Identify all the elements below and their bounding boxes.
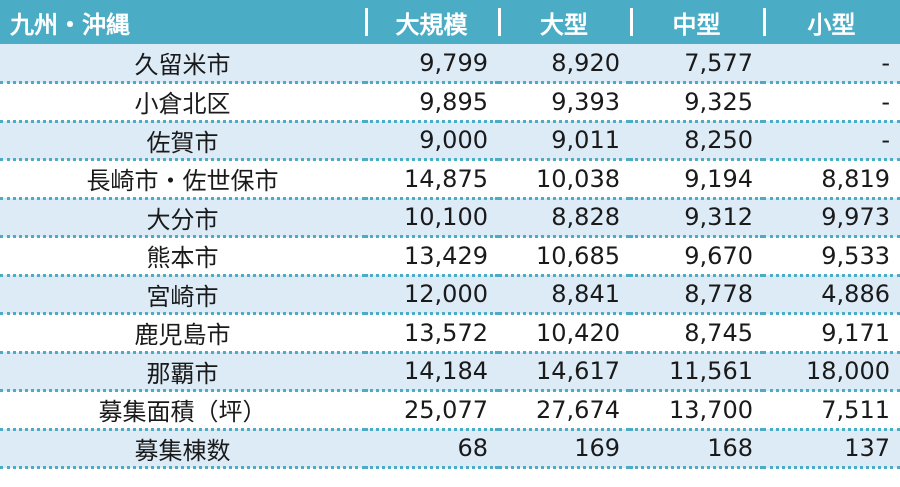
table-cell: 14,875 [365,159,498,200]
table-cell: 8,841 [498,275,630,315]
table-row: 佐賀市 9,000 9,011 8,250- [0,121,900,161]
table-cell: 13,572 [365,313,498,354]
row-label: 長崎市・佐世保市 [0,159,365,200]
table-cell: 8,828 [498,198,630,238]
table-row: 大分市 10,100 8,828 9,312 9,973 [0,198,900,238]
table-cell: 8,778 [630,275,763,315]
table-cell: 9,011 [498,121,630,161]
table-cell: 9,393 [498,82,630,123]
row-label: 鹿児島市 [0,313,365,354]
table-cell: 13,700 [630,390,763,431]
table-cell: 7,511 [763,390,900,431]
table-cell: - [763,121,900,161]
table-cell: 12,000 [365,275,498,315]
rent-table: 九州・沖縄 大規模 大型 中型 小型 久留米市 9,799 8,920 7,577- 小… [0,0,900,469]
table-cell: 68 [365,429,498,469]
table-row: 募集棟数 68 169 168 137 [0,429,900,469]
table-cell: 9,000 [365,121,498,161]
header-col-large: 大型 [498,0,630,44]
table-cell: 9,533 [763,236,900,277]
table-cell: 9,799 [365,44,498,84]
table-cell: 9,895 [365,82,498,123]
table-cell: 18,000 [763,352,900,392]
table-cell: 4,886 [763,275,900,315]
row-label: 大分市 [0,198,365,238]
header-col-small: 小型 [763,0,900,44]
table-row: 小倉北区 9,895 9,393 9,325- [0,82,900,123]
table-header: 九州・沖縄 大規模 大型 中型 小型 [0,0,900,44]
table-cell: 8,745 [630,313,763,354]
table-cell: 25,077 [365,390,498,431]
table-cell: 10,038 [498,159,630,200]
row-label: 募集面積（坪） [0,390,365,431]
table-cell: 9,194 [630,159,763,200]
row-label: 佐賀市 [0,121,365,161]
table-cell: 27,674 [498,390,630,431]
header-region: 九州・沖縄 [10,10,130,39]
table-row: 熊本市 13,429 10,685 9,670 9,533 [0,236,900,277]
table-cell: 11,561 [630,352,763,392]
row-label: 募集棟数 [0,429,365,469]
table-row: 宮崎市 12,000 8,841 8,778 4,886 [0,275,900,315]
table-row: 募集面積（坪） 25,077 27,674 13,700 7,511 [0,390,900,431]
table-cell: 13,429 [365,236,498,277]
header-col-medium: 中型 [630,0,763,44]
row-label: 小倉北区 [0,82,365,123]
table-row: 長崎市・佐世保市 14,875 10,038 9,194 8,819 [0,159,900,200]
table-cell: 9,171 [763,313,900,354]
header-row: 九州・沖縄 大規模 大型 中型 小型 [0,0,900,44]
table-cell: 9,312 [630,198,763,238]
table-cell: 169 [498,429,630,469]
table-cell: 8,920 [498,44,630,84]
table-cell: - [763,82,900,123]
table-cell: 137 [763,429,900,469]
table-cell: 8,250 [630,121,763,161]
row-label: 那覇市 [0,352,365,392]
table-body: 久留米市 9,799 8,920 7,577- 小倉北区 9,895 9,393 9,325-… [0,44,900,469]
row-label: 熊本市 [0,236,365,277]
table-cell: - [763,44,900,84]
table-cell: 10,100 [365,198,498,238]
table-cell: 168 [630,429,763,469]
table-row: 久留米市 9,799 8,920 7,577- [0,44,900,84]
table-cell: 7,577 [630,44,763,84]
table-cell: 14,184 [365,352,498,392]
table-cell: 14,617 [498,352,630,392]
row-label: 久留米市 [0,44,365,84]
table-row: 那覇市 14,184 14,617 11,561 18,000 [0,352,900,392]
table-cell: 9,325 [630,82,763,123]
table-row: 鹿児島市 13,572 10,420 8,745 9,171 [0,313,900,354]
table-cell: 8,819 [763,159,900,200]
table-cell: 10,685 [498,236,630,277]
row-label: 宮崎市 [0,275,365,315]
table-cell: 10,420 [498,313,630,354]
table-cell: 9,973 [763,198,900,238]
table-cell: 9,670 [630,236,763,277]
header-col-large-scale: 大規模 [365,0,498,44]
